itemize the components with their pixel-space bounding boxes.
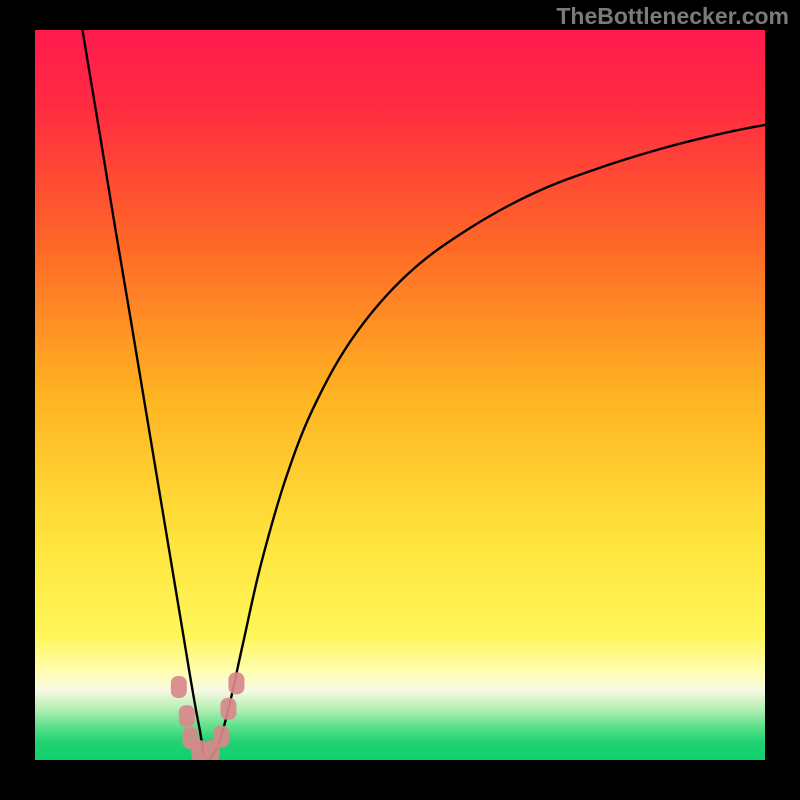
plot-area	[35, 30, 765, 762]
curve-marker	[213, 726, 229, 748]
curve-marker	[228, 672, 244, 694]
curve-marker	[220, 698, 236, 720]
curve-marker	[171, 676, 187, 698]
watermark-text: TheBottlenecker.com	[556, 3, 789, 30]
curve-marker	[179, 705, 195, 727]
bottleneck-chart	[0, 0, 800, 800]
